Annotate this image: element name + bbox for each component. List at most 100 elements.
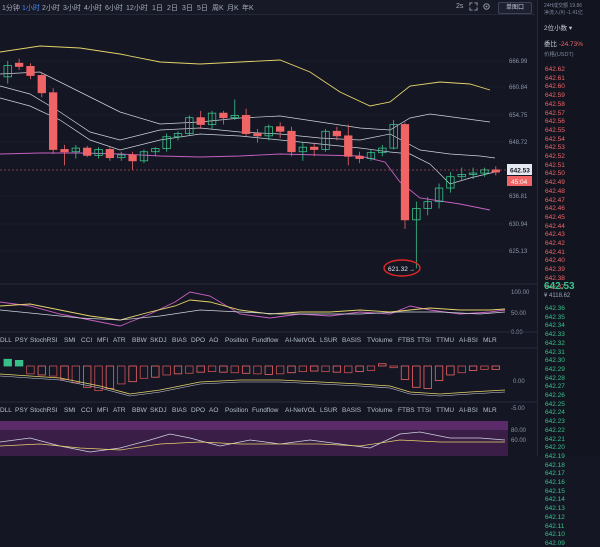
candle[interactable]: [105, 147, 115, 161]
timeframe-tab-0[interactable]: 1分钟: [2, 5, 20, 12]
candle[interactable]: [310, 142, 319, 157]
indicator-tab-stochrsi[interactable]: StochRSI: [30, 337, 58, 344]
timeframe-tab-6[interactable]: 12小时: [126, 5, 148, 12]
indicator-tab-fundflow[interactable]: Fundflow: [252, 407, 279, 414]
timeframe-tab-2[interactable]: 2小时: [42, 5, 60, 12]
candle[interactable]: [26, 63, 35, 80]
indicator-tab-bias[interactable]: BIAS: [172, 337, 187, 344]
ask-price[interactable]: 642.52: [545, 153, 565, 160]
bid-price[interactable]: 642.34: [545, 322, 565, 330]
bid-price[interactable]: 642.09: [545, 539, 565, 547]
candle[interactable]: [378, 144, 387, 157]
ask-price[interactable]: 642.57: [545, 109, 565, 117]
candle[interactable]: [298, 142, 308, 161]
indicator-tab-bbw[interactable]: BBW: [132, 337, 148, 344]
indicator-tab-dpo[interactable]: DPO: [191, 337, 205, 344]
indicator-tab-ao[interactable]: AO: [209, 337, 218, 344]
indicator-tab-lsur[interactable]: LSUR: [320, 407, 338, 414]
indicator-tab-mfi[interactable]: MFI: [97, 407, 108, 414]
indicator-tab-cci[interactable]: CCI: [81, 337, 92, 344]
bid-price[interactable]: 642.31: [545, 348, 565, 356]
bid-price[interactable]: 642.30: [545, 357, 565, 365]
timeframe-tab-9[interactable]: 3日: [182, 5, 193, 12]
bid-price[interactable]: 642.19: [545, 452, 565, 460]
bid-price[interactable]: 642.22: [545, 426, 565, 434]
candle[interactable]: [128, 151, 137, 170]
candle[interactable]: [344, 124, 353, 166]
candle[interactable]: [446, 172, 455, 193]
ask-price[interactable]: 642.50: [545, 170, 565, 178]
candle[interactable]: [173, 131, 183, 141]
indicator-tab-smi[interactable]: SMI: [64, 337, 76, 344]
candle[interactable]: [207, 110, 217, 130]
indicator-tab-ttsi[interactable]: TTSI: [417, 407, 431, 414]
ask-price[interactable]: 642.41: [545, 248, 565, 256]
ask-price[interactable]: 642.47: [545, 196, 565, 204]
candle[interactable]: [321, 129, 330, 152]
indicator-tab-psy[interactable]: PSY: [15, 407, 29, 414]
candle[interactable]: [151, 147, 160, 157]
ask-price[interactable]: 642.40: [545, 257, 565, 265]
candle[interactable]: [139, 149, 149, 164]
candle[interactable]: [196, 110, 205, 130]
bid-price[interactable]: 642.11: [545, 522, 565, 530]
price-chart[interactable]: 666.99 660.84 654.75 648.72 636.81 630.94 625.…: [0, 14, 537, 456]
indicator-tab-skdj[interactable]: SKDJ: [150, 407, 167, 414]
indicator-tab-smi[interactable]: SMI: [64, 407, 76, 414]
candle[interactable]: [264, 124, 273, 141]
candle[interactable]: [400, 122, 410, 229]
timeframe-tab-8[interactable]: 2日: [167, 5, 178, 12]
indicator-tab-tvolume[interactable]: TVolume: [367, 337, 393, 344]
ask-price[interactable]: 642.45: [545, 213, 565, 221]
precision-filter[interactable]: 2位小数 ▾: [544, 25, 573, 32]
ask-price[interactable]: 642.55: [545, 126, 565, 134]
timeframe-tab-10[interactable]: 5日: [197, 5, 208, 12]
timeframe-tab-4[interactable]: 4小时: [84, 5, 102, 12]
candle[interactable]: [434, 183, 444, 209]
ask-price[interactable]: 642.60: [545, 83, 565, 91]
bid-price[interactable]: 642.12: [545, 513, 565, 521]
indicator-tab-ttsi[interactable]: TTSI: [417, 337, 431, 344]
candle[interactable]: [14, 58, 24, 71]
candle[interactable]: [219, 110, 228, 125]
candle[interactable]: [3, 60, 12, 84]
timeframe-tab-1[interactable]: 1小时: [22, 5, 40, 12]
timeframe-tab-12[interactable]: 月K: [227, 5, 239, 12]
bid-price[interactable]: 642.25: [545, 400, 565, 408]
indicator-tab-ai-netvol[interactable]: AI-NetVOL: [285, 407, 317, 414]
bid-price[interactable]: 642.10: [545, 531, 565, 539]
bid-price[interactable]: 642.24: [545, 409, 565, 417]
bid-price[interactable]: 642.29: [545, 365, 565, 373]
timeframe-tab-5[interactable]: 6小时: [105, 5, 123, 12]
candle[interactable]: [275, 122, 285, 139]
indicator-tab-dll[interactable]: DLL: [0, 337, 12, 344]
bid-price[interactable]: 642.20: [545, 444, 565, 452]
candle[interactable]: [412, 201, 421, 269]
interval-indicator[interactable]: 2s: [456, 3, 464, 10]
candle[interactable]: [185, 115, 194, 136]
bid-price[interactable]: 642.14: [545, 496, 565, 504]
indicator-tab-bbw[interactable]: BBW: [132, 407, 148, 414]
indicator-tab-basis[interactable]: BASIS: [342, 337, 362, 344]
ask-price[interactable]: 642.53: [545, 144, 565, 152]
candle[interactable]: [71, 144, 80, 159]
bid-price[interactable]: 642.13: [545, 505, 565, 513]
candle[interactable]: [37, 72, 46, 98]
bid-price[interactable]: 642.17: [545, 470, 565, 478]
ask-price[interactable]: 642.49: [545, 179, 565, 187]
indicator-tab-ttmu[interactable]: TTMU: [436, 407, 454, 414]
ask-price[interactable]: 642.37: [545, 283, 565, 291]
candle[interactable]: [423, 197, 432, 216]
indicator-tab-dpo[interactable]: DPO: [191, 407, 205, 414]
settings-icon[interactable]: [482, 2, 491, 11]
bid-price[interactable]: 642.23: [545, 418, 565, 426]
candle[interactable]: [94, 147, 103, 159]
ask-price[interactable]: 642.38: [545, 274, 565, 282]
indicator-tab-mfi[interactable]: MFI: [97, 337, 108, 344]
bid-price[interactable]: 642.35: [545, 313, 565, 321]
bid-price[interactable]: 642.27: [545, 383, 565, 391]
indicator-tab-stochrsi[interactable]: StochRSI: [30, 407, 58, 414]
indicator-tab-ao[interactable]: AO: [209, 407, 218, 414]
indicator-tab-position[interactable]: Position: [225, 407, 249, 414]
ask-price[interactable]: 642.43: [545, 231, 565, 239]
